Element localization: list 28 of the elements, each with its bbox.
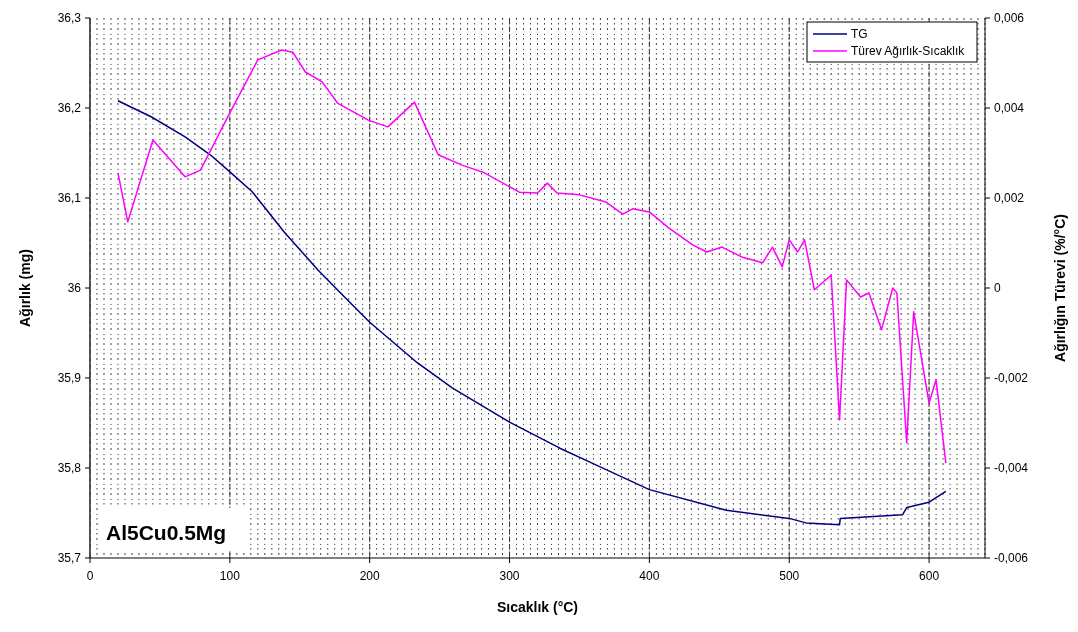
y2-tick-label: 0: [994, 281, 1001, 295]
x-tick-label: 400: [639, 569, 660, 583]
y-tick-label: 36,2: [57, 101, 82, 115]
y2-tick-label: -0,002: [994, 371, 1029, 385]
line-series: [117, 100, 947, 526]
y2-tick-label: 0,002: [994, 191, 1025, 205]
x-tick-label: 600: [919, 569, 940, 583]
y2-axis-title: Ağırlığın Türevi (%/°C): [1052, 214, 1068, 362]
x-tick-label: 500: [779, 569, 800, 583]
x-axis-title: Sıcaklık (°C): [496, 599, 579, 615]
x-tick-label: 300: [499, 569, 520, 583]
y2-tick-label: -0,006: [994, 551, 1029, 565]
y-tick-label: 36,1: [57, 191, 82, 205]
x-tick-label: 100: [219, 569, 241, 583]
y-axis-title: Ağırlık (mg): [17, 249, 33, 327]
y2-tick-label: 0,004: [994, 101, 1025, 115]
y2-tick-label: 0,006: [994, 11, 1025, 25]
annotation: Al5Cu0.5Mg: [106, 521, 227, 544]
y-tick-label: 36,3: [57, 11, 82, 25]
x-tick-label: 0: [86, 569, 94, 583]
y-tick-label: 35,8: [57, 461, 82, 475]
legend-label: Türev Ağırlık-Sıcaklık: [851, 44, 966, 58]
x-tick-label: 200: [359, 569, 381, 583]
y-tick-label: 35,9: [57, 371, 82, 385]
legend-label: TG: [851, 27, 868, 41]
y2-tick-label: -0,004: [994, 461, 1029, 475]
y-tick-label: 35,7: [57, 551, 82, 565]
y-tick-label: 36: [67, 281, 82, 295]
